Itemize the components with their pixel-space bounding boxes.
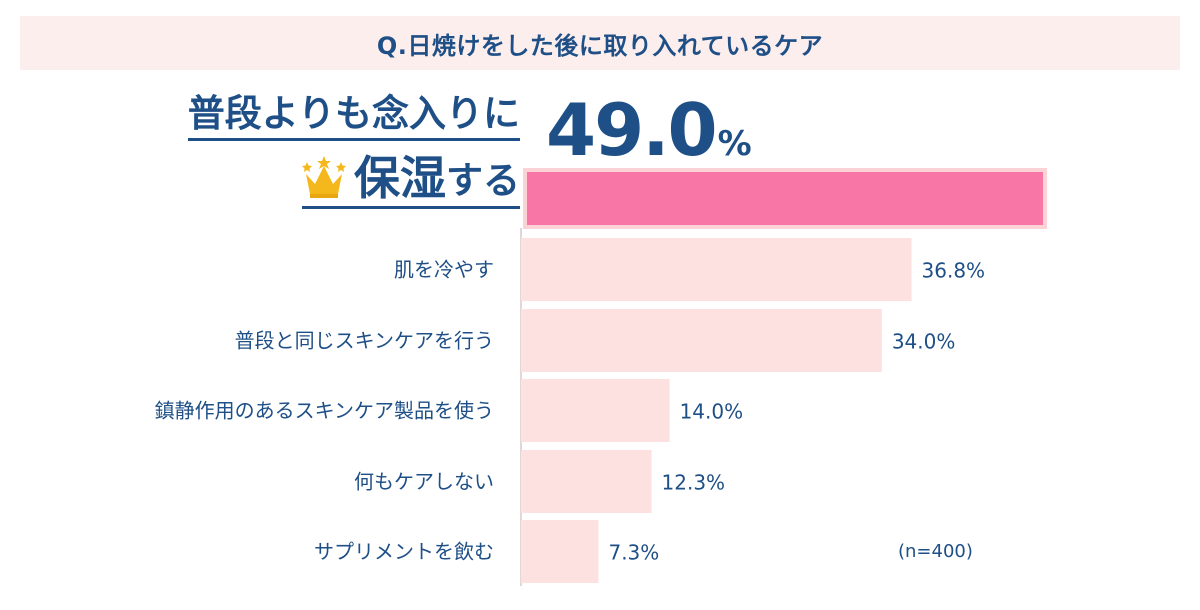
bar: [521, 520, 599, 583]
category-label: 鎮静作用のあるスキンケア製品を使う: [155, 399, 494, 423]
top-answer-line1: 普段よりも念入りに: [187, 92, 520, 141]
category-label: 普段と同じスキンケアを行う: [235, 329, 494, 353]
question-title: Q.日焼けをした後に取り入れているケア: [376, 31, 824, 60]
crown-icon: [302, 156, 346, 198]
top-answer-value-number: 49.0: [546, 88, 718, 172]
bar: [521, 238, 912, 301]
bar: [521, 450, 652, 513]
value-label: 34.0%: [892, 330, 956, 354]
category-label: サプリメントを飲む: [314, 540, 494, 564]
top-answer-value-unit: %: [717, 124, 752, 164]
top-answer-suffix: する: [446, 159, 520, 202]
bar: [521, 309, 882, 372]
top-answer-value: 49.0 %: [546, 88, 752, 172]
value-label: 12.3%: [662, 471, 726, 495]
bar: [521, 379, 670, 442]
value-label: 7.3%: [608, 541, 659, 565]
value-label: 36.8%: [922, 259, 986, 283]
top-answer-highlight: 普段よりも念入りに 保湿 する: [130, 92, 520, 212]
category-label: 肌を冷やす: [394, 258, 494, 282]
sample-size-note: (n=400): [898, 541, 973, 562]
category-label: 何もケアしない: [354, 470, 494, 494]
top-answer-line2: 保湿 する: [302, 152, 520, 209]
value-label: 14.0%: [680, 400, 744, 424]
top-answer-keyword: 保湿: [354, 151, 446, 205]
bar-highlight: [523, 168, 1047, 229]
question-title-band: Q.日焼けをした後に取り入れているケア: [20, 16, 1180, 70]
